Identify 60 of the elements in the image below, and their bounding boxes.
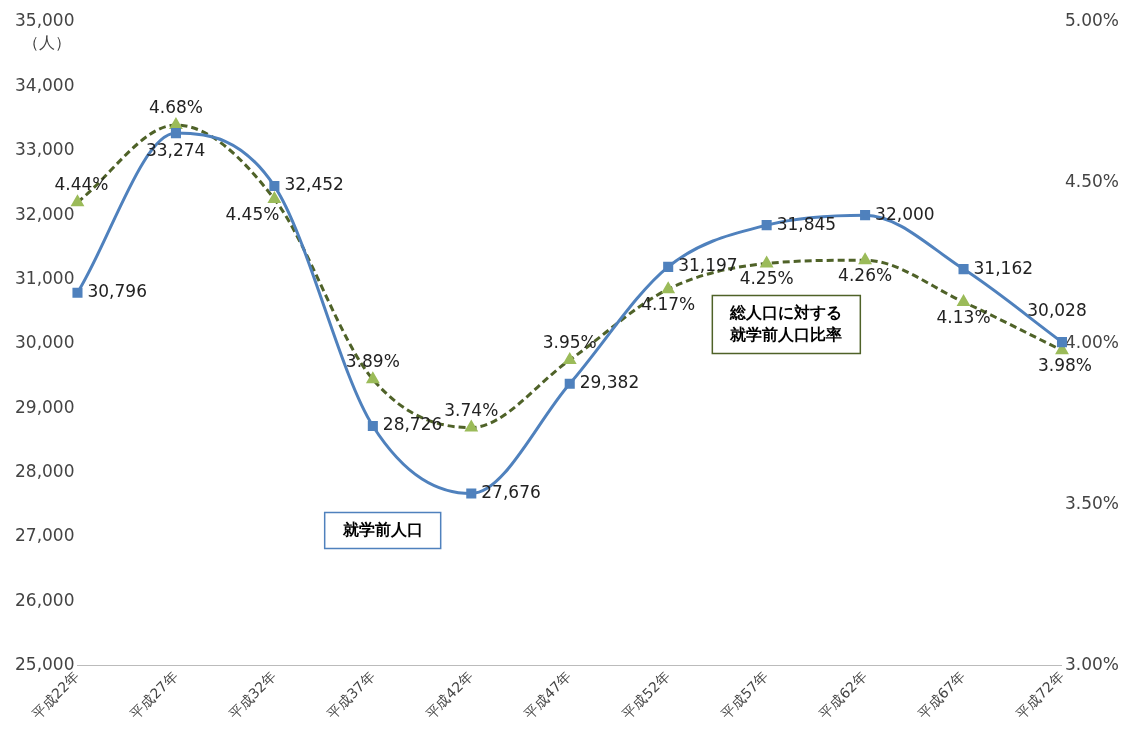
- point: [170, 128, 181, 139]
- data-label: 31,845: [776, 213, 837, 234]
- x-tick-label: 平成37年: [323, 668, 378, 722]
- point: [564, 378, 575, 389]
- data-label: 29,382: [579, 372, 640, 393]
- y-tick-label: 28,000: [15, 461, 75, 482]
- data-label: 30,028: [1027, 300, 1087, 321]
- data-label: 4.44%: [54, 174, 109, 195]
- y2-tick-label: 5.00%: [1065, 10, 1120, 31]
- y2-tick-label: 4.00%: [1065, 332, 1120, 353]
- x-tick-label: 平成67年: [914, 668, 969, 722]
- x-tick-label: 平成47年: [520, 668, 575, 722]
- x-tick-label: 平成27年: [127, 668, 181, 722]
- x-tick-label: 平成72年: [1013, 668, 1067, 722]
- x-tick-label: 平成42年: [422, 668, 476, 722]
- data-label: 30,796: [87, 281, 147, 302]
- point: [761, 220, 772, 231]
- data-label: 27,676: [481, 481, 541, 502]
- point: [367, 420, 378, 431]
- data-label: 4.26%: [838, 265, 893, 286]
- y2-tick-label: 3.00%: [1065, 654, 1120, 675]
- data-label: 32,000: [875, 203, 935, 224]
- x-tick-label: 平成62年: [816, 668, 870, 722]
- y-axis-title: （人）: [23, 33, 72, 53]
- y-tick-label: 29,000: [15, 396, 75, 417]
- data-label: 32,452: [284, 174, 344, 195]
- data-label: 3.89%: [345, 351, 400, 372]
- data-label: 4.45%: [225, 203, 280, 224]
- data-label: 31,197: [678, 255, 738, 276]
- point: [269, 181, 280, 192]
- point: [663, 261, 674, 272]
- y-tick-label: 31,000: [15, 267, 75, 288]
- y-tick-label: 30,000: [15, 332, 75, 353]
- point: [466, 488, 477, 499]
- y2-tick-label: 3.50%: [1065, 493, 1120, 514]
- y-tick-label: 35,000: [15, 10, 75, 31]
- data-label: 4.25%: [739, 268, 794, 289]
- text: 就学前人口: [341, 519, 423, 539]
- point: [1056, 337, 1068, 348]
- y-tick-label: 26,000: [15, 589, 75, 610]
- text: 総人口に対する就学前人口比率: [729, 302, 843, 344]
- y2-tick-label: 4.50%: [1065, 171, 1120, 192]
- x-tick-label: 平成57年: [717, 668, 772, 722]
- x-tick-label: 平成32年: [225, 668, 280, 722]
- data-label: 4.17%: [641, 294, 696, 315]
- y-tick-label: 34,000: [15, 74, 75, 95]
- y-tick-label: 33,000: [15, 139, 75, 160]
- y-tick-label: 27,000: [15, 525, 75, 546]
- data-label: 31,162: [973, 257, 1034, 278]
- y-tick-label: 32,000: [15, 203, 75, 224]
- point: [958, 264, 969, 275]
- x-tick-label: 平成52年: [619, 668, 673, 722]
- data-label: 3.95%: [542, 331, 597, 352]
- data-label: 28,726: [382, 414, 443, 435]
- data-label: 3.74%: [444, 399, 499, 420]
- data-label: 4.13%: [936, 306, 991, 327]
- point: [72, 287, 83, 298]
- point: [860, 210, 871, 221]
- data-label: 3.98%: [1037, 355, 1092, 376]
- data-label: 4.68%: [148, 96, 203, 117]
